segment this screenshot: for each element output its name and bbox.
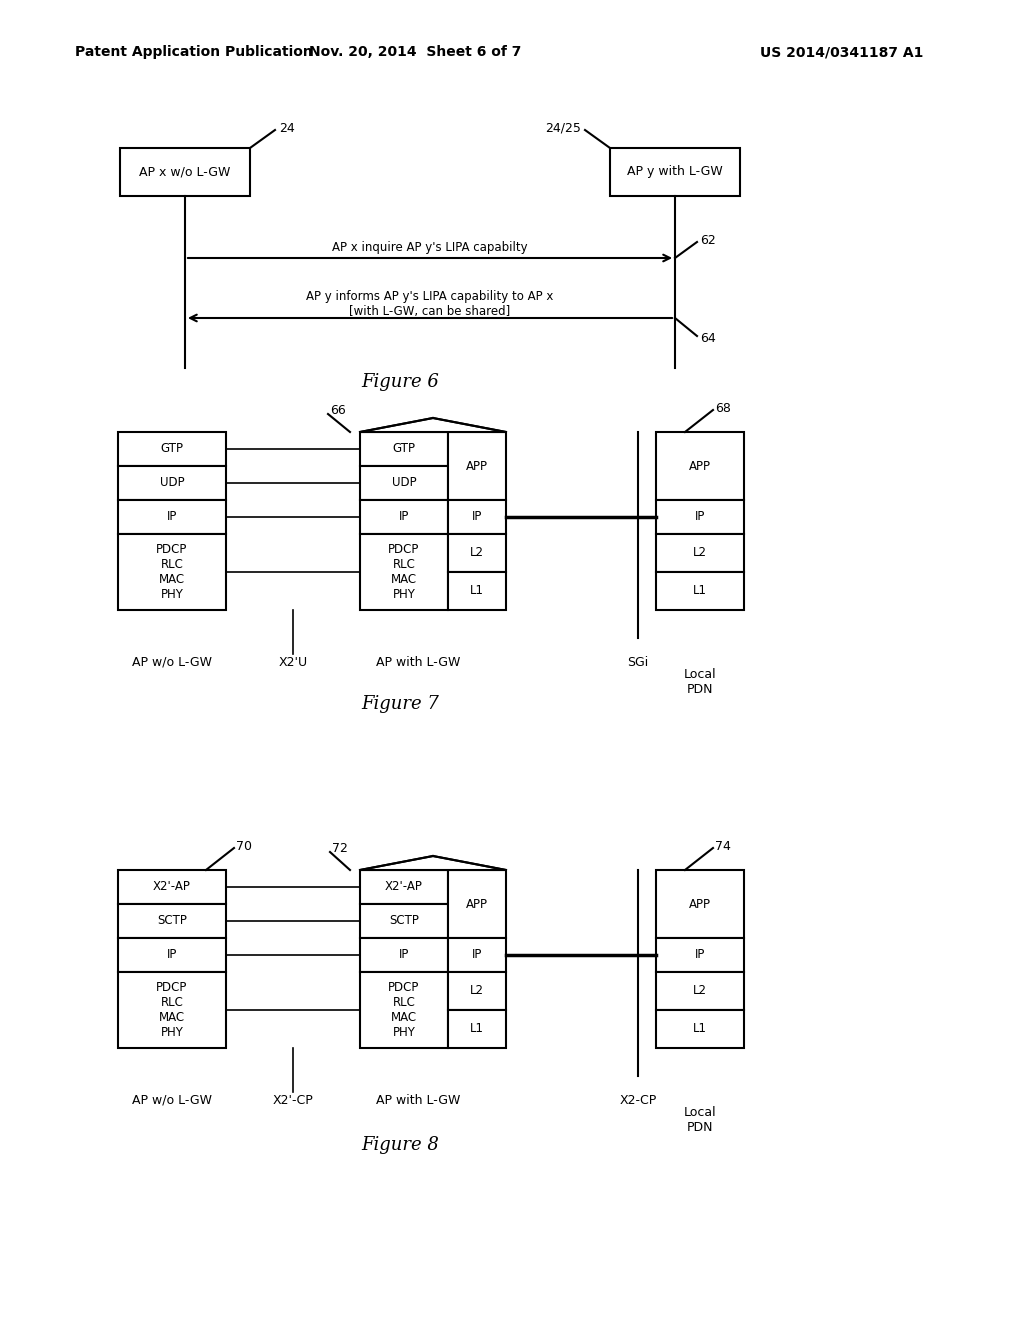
Text: 62: 62 [700, 234, 716, 247]
Text: AP w/o L-GW: AP w/o L-GW [132, 656, 212, 668]
Text: L1: L1 [470, 1023, 484, 1035]
Text: L1: L1 [693, 585, 707, 598]
Bar [656, 432, 744, 500]
Bar [360, 939, 449, 972]
Text: 72: 72 [332, 842, 348, 855]
Text: PDCP
RLC
MAC
PHY: PDCP RLC MAC PHY [388, 543, 420, 601]
Text: PDCP
RLC
MAC
PHY: PDCP RLC MAC PHY [388, 981, 420, 1039]
Text: IP: IP [167, 949, 177, 961]
Text: L2: L2 [470, 985, 484, 998]
Text: APP: APP [689, 898, 711, 911]
Bar [656, 572, 744, 610]
Bar [449, 535, 506, 572]
Bar [449, 500, 506, 535]
Text: AP x inquire AP y's LIPA capabilty: AP x inquire AP y's LIPA capabilty [332, 240, 527, 253]
Text: IP: IP [398, 511, 410, 524]
Text: SCTP: SCTP [157, 915, 187, 928]
Text: X2'-CP: X2'-CP [272, 1093, 313, 1106]
Bar [118, 904, 226, 939]
Text: 68: 68 [715, 401, 731, 414]
Text: UDP: UDP [392, 477, 417, 490]
Text: 64: 64 [700, 331, 716, 345]
Text: L2: L2 [470, 546, 484, 560]
Bar [360, 535, 449, 610]
Text: 24/25: 24/25 [545, 121, 581, 135]
Text: 24: 24 [279, 121, 295, 135]
Text: AP w/o L-GW: AP w/o L-GW [132, 1093, 212, 1106]
Text: Figure 8: Figure 8 [361, 1137, 439, 1154]
Text: APP: APP [466, 898, 488, 911]
Text: X2-CP: X2-CP [620, 1093, 656, 1106]
Bar [118, 972, 226, 1048]
Text: IP: IP [695, 511, 706, 524]
Text: 66: 66 [330, 404, 346, 417]
Text: X2'-AP: X2'-AP [153, 880, 190, 894]
Bar [449, 870, 506, 939]
Text: L2: L2 [693, 985, 707, 998]
Text: IP: IP [695, 949, 706, 961]
Bar [610, 148, 740, 195]
Bar [449, 1010, 506, 1048]
Text: L1: L1 [693, 1023, 707, 1035]
Text: Patent Application Publication: Patent Application Publication [75, 45, 312, 59]
Text: APP: APP [466, 459, 488, 473]
Text: X2'-AP: X2'-AP [385, 880, 423, 894]
Text: UDP: UDP [160, 477, 184, 490]
Text: L2: L2 [693, 546, 707, 560]
Bar [656, 535, 744, 572]
Bar [656, 939, 744, 972]
Bar [656, 972, 744, 1010]
Text: SGi: SGi [628, 656, 648, 668]
Text: AP with L-GW: AP with L-GW [376, 1093, 460, 1106]
Bar [118, 939, 226, 972]
Bar [449, 972, 506, 1010]
Text: AP y informs AP y's LIPA capability to AP x
[with L-GW, can be shared]: AP y informs AP y's LIPA capability to A… [306, 290, 554, 318]
Bar [656, 870, 744, 939]
Bar [656, 1010, 744, 1048]
Text: US 2014/0341187 A1: US 2014/0341187 A1 [760, 45, 924, 59]
Bar [656, 500, 744, 535]
Text: AP y with L-GW: AP y with L-GW [627, 165, 723, 178]
Text: L1: L1 [470, 585, 484, 598]
Text: Nov. 20, 2014  Sheet 6 of 7: Nov. 20, 2014 Sheet 6 of 7 [309, 45, 521, 59]
Bar [360, 904, 449, 939]
Text: GTP: GTP [392, 442, 416, 455]
Bar [360, 500, 449, 535]
Text: PDCP
RLC
MAC
PHY: PDCP RLC MAC PHY [157, 543, 187, 601]
Bar [449, 939, 506, 972]
Bar [118, 535, 226, 610]
Bar [360, 466, 449, 500]
Bar [360, 870, 449, 904]
Bar [449, 432, 506, 500]
Bar [118, 500, 226, 535]
Text: GTP: GTP [161, 442, 183, 455]
Bar [449, 572, 506, 610]
Text: SCTP: SCTP [389, 915, 419, 928]
Text: IP: IP [472, 949, 482, 961]
Polygon shape [360, 418, 506, 432]
Bar [118, 466, 226, 500]
Bar [118, 870, 226, 904]
Text: PDCP
RLC
MAC
PHY: PDCP RLC MAC PHY [157, 981, 187, 1039]
Text: Local
PDN: Local PDN [684, 668, 717, 696]
Text: Local
PDN: Local PDN [684, 1106, 717, 1134]
Text: Figure 7: Figure 7 [361, 696, 439, 713]
Text: IP: IP [472, 511, 482, 524]
Polygon shape [360, 855, 506, 870]
Text: AP with L-GW: AP with L-GW [376, 656, 460, 668]
Text: X2'U: X2'U [279, 656, 307, 668]
Text: AP x w/o L-GW: AP x w/o L-GW [139, 165, 230, 178]
Bar [120, 148, 250, 195]
Text: IP: IP [167, 511, 177, 524]
Text: APP: APP [689, 459, 711, 473]
Text: Figure 6: Figure 6 [361, 374, 439, 391]
Bar [118, 432, 226, 466]
Text: 70: 70 [236, 840, 252, 853]
Text: 74: 74 [715, 840, 731, 853]
Text: IP: IP [398, 949, 410, 961]
Bar [360, 432, 449, 466]
Bar [360, 972, 449, 1048]
